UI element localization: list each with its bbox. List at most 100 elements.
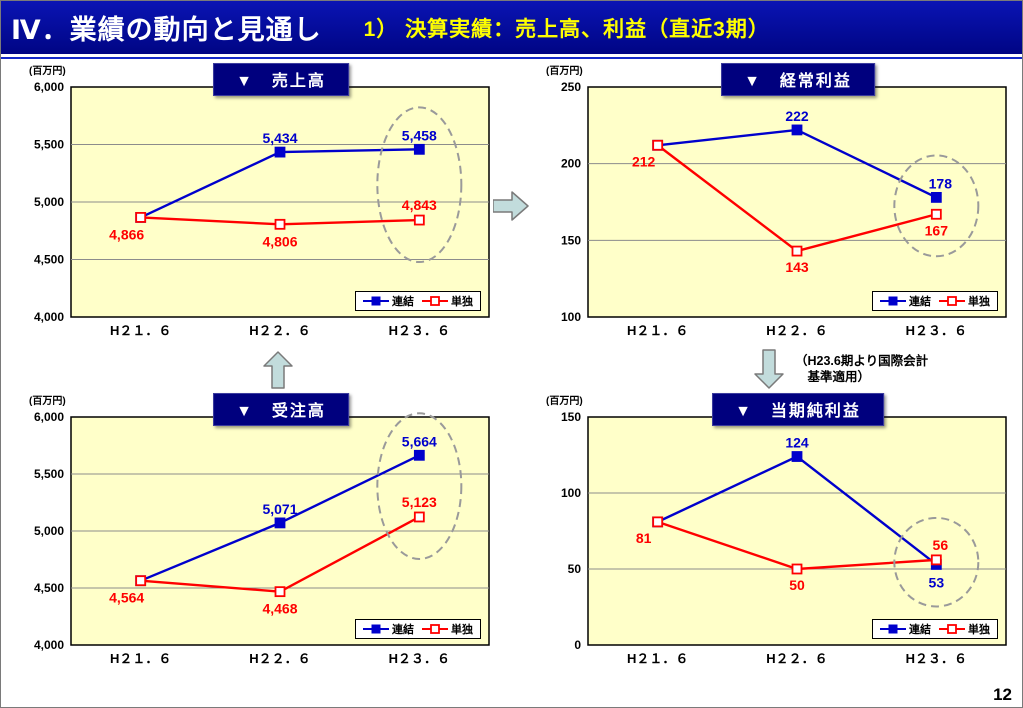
data-point-label: 4,564: [109, 590, 144, 606]
x-category-label: H２３．６: [389, 323, 450, 338]
data-point-label: 4,468: [262, 601, 297, 617]
legend-item-standalone: 単独: [422, 621, 473, 637]
y-tick-label: 4,500: [34, 253, 64, 267]
slide-header: Ⅳ．業績の動向と見通し 1） 決算実績：売上高、利益（直近3期）: [1, 1, 1022, 54]
consolidated-line-marker-icon: [363, 624, 389, 634]
data-point-label: 50: [789, 577, 805, 593]
legend-label-standalone: 単独: [451, 296, 473, 308]
data-point-label: 5,071: [262, 501, 297, 517]
data-point-marker-standalone: [930, 554, 942, 566]
x-category-label: H２２．６: [249, 323, 310, 338]
legend-label-consolidated: 連結: [909, 624, 931, 636]
page-title: Ⅳ．業績の動向と見通し: [11, 15, 322, 45]
x-category-label: H２２．６: [766, 323, 827, 338]
page-number: 12: [993, 685, 1012, 704]
y-tick-label: 0: [574, 638, 581, 652]
data-point-marker-consolidated: [413, 143, 425, 155]
data-point-marker-consolidated: [930, 191, 942, 203]
orders-chart-canvas: 4,000 4,500 5,000 5,500 6,000 H２１．６ H２２．６ H２３．６…: [34, 410, 490, 666]
legend-label-standalone: 単独: [968, 296, 990, 308]
y-tick-label: 5,000: [34, 195, 64, 209]
orders-legend: 連結 単独: [355, 619, 481, 639]
data-point-label: 178: [929, 175, 953, 191]
x-category-label: H２１．６: [110, 323, 171, 338]
net-income-legend: 連結 単独: [872, 619, 998, 639]
y-tick-label: 150: [561, 233, 581, 247]
data-point-label: 4,843: [402, 197, 437, 213]
page-subtitle: 1） 決算実績：売上高、利益（直近3期）: [363, 17, 770, 41]
net-income-chart-card: 0 50 100 150 H２１．６ H２２．６ H２３．６ 124 53 81 50 56 (百万円…: [526, 391, 1016, 679]
standalone-line-marker-icon: [939, 624, 965, 634]
net-income-chart-canvas: 0 50 100 150 H２１．６ H２２．６ H２３．６ 124 53 81 50 56: [561, 410, 1007, 666]
legend-item-standalone: 単独: [939, 621, 990, 637]
latest-period-highlight-ellipse: [893, 154, 980, 258]
data-point-label: 167: [925, 222, 949, 238]
y-tick-label: 4,000: [34, 310, 64, 324]
data-point-marker-standalone: [652, 516, 664, 528]
x-category-label: H２３．６: [906, 651, 967, 666]
latest-period-highlight-ellipse: [376, 106, 463, 264]
data-point-marker-standalone: [135, 575, 147, 587]
data-point-marker-standalone: [930, 208, 942, 220]
y-tick-label: 6,000: [34, 80, 64, 94]
data-point-marker-standalone: [274, 586, 286, 598]
x-category-label: H２１．６: [627, 651, 688, 666]
y-tick-label: 4,500: [34, 581, 64, 595]
legend-item-standalone: 単独: [939, 293, 990, 309]
y-tick-label: 100: [561, 310, 581, 324]
y-tick-label: 5,000: [34, 524, 64, 538]
data-point-label: 222: [785, 108, 809, 124]
consolidated-line-marker-icon: [880, 624, 906, 634]
data-point-label: 4,806: [262, 233, 297, 249]
y-tick-label: 4,000: [34, 638, 64, 652]
data-point-marker-standalone: [791, 563, 803, 575]
legend-item-consolidated: 連結: [880, 621, 931, 637]
net-income-chart-title: ▼ 当期純利益: [712, 393, 884, 426]
y-tick-label: 150: [561, 410, 581, 424]
data-point-label: 53: [929, 574, 945, 590]
sales-chart-title: ▼ 売上高: [213, 63, 349, 96]
y-tick-label: 50: [568, 562, 582, 576]
legend-item-consolidated: 連結: [880, 293, 931, 309]
data-point-marker-consolidated: [791, 451, 803, 462]
data-point-label: 124: [785, 435, 809, 451]
sales-chart-canvas: 4,000 4,500 5,000 5,500 6,000 H２１．６ H２２．６ H２３．６…: [34, 80, 490, 338]
net-income-unit-label: (百万円): [546, 396, 583, 407]
standalone-line-marker-icon: [939, 296, 965, 306]
header-divider: [1, 57, 1022, 59]
consolidated-line-marker-icon: [880, 296, 906, 306]
ordinary-income-chart-card: 100 150 200 250 H２１．６ H２２．６ H２３．６ 222 178 212 143 1…: [526, 61, 1016, 351]
data-point-label: 5,123: [402, 494, 437, 510]
y-tick-label: 200: [561, 157, 581, 171]
standalone-line-marker-icon: [422, 296, 448, 306]
data-point-label: 212: [632, 153, 656, 169]
data-point-marker-consolidated: [274, 146, 286, 158]
ordinary-income-unit-label: (百万円): [546, 66, 583, 77]
data-point-label: 5,458: [402, 127, 437, 143]
orders-chart-card: 4,000 4,500 5,000 5,500 6,000 H２１．６ H２２．６ H２３．６…: [9, 391, 499, 679]
y-tick-label: 5,500: [34, 138, 64, 152]
orders-unit-label: (百万円): [29, 396, 66, 407]
sales-legend: 連結 単独: [355, 291, 481, 311]
arrow-down-icon: [754, 349, 784, 389]
y-tick-label: 250: [561, 80, 581, 94]
data-point-marker-consolidated: [413, 449, 425, 461]
legend-item-standalone: 単独: [422, 293, 473, 309]
x-category-label: H２２．６: [249, 651, 310, 666]
legend-item-consolidated: 連結: [363, 293, 414, 309]
legend-label-consolidated: 連結: [392, 296, 414, 308]
ordinary-income-chart-canvas: 100 150 200 250 H２１．６ H２２．６ H２３．６ 222 178 212 143 1…: [561, 80, 1007, 338]
legend-label-standalone: 単独: [451, 624, 473, 636]
data-point-label: 56: [933, 537, 949, 553]
data-point-label: 5,434: [262, 130, 297, 146]
data-point-label: 81: [636, 530, 652, 546]
legend-item-consolidated: 連結: [363, 621, 414, 637]
ordinary-income-legend: 連結 単独: [872, 291, 998, 311]
y-tick-label: 5,500: [34, 467, 64, 481]
data-point-label: 143: [785, 259, 809, 275]
consolidated-line-marker-icon: [363, 296, 389, 306]
data-point-marker-consolidated: [274, 517, 286, 529]
x-category-label: H２３．６: [906, 323, 967, 338]
x-category-label: H２１．６: [110, 651, 171, 666]
